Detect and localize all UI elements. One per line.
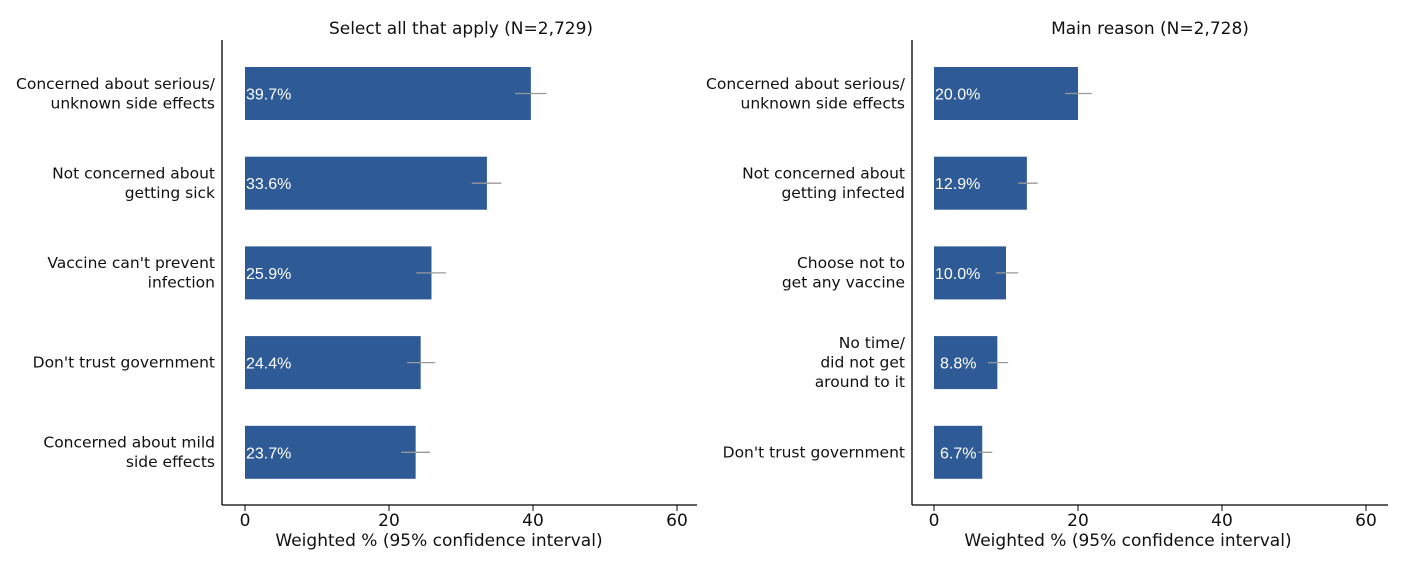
- category-label: Don't trust government: [723, 443, 905, 461]
- x-tick-label: 0: [929, 511, 940, 531]
- bar: [245, 336, 421, 390]
- data-label: 23.7%: [246, 445, 291, 462]
- category-label: Concerned about serious/: [706, 75, 906, 93]
- x-tick-label: 60: [1355, 511, 1377, 531]
- bar: [934, 336, 998, 390]
- category-label: Vaccine can't prevent: [47, 254, 215, 272]
- bar: [245, 425, 416, 479]
- x-tick-label: 40: [1211, 511, 1233, 531]
- chart-panel-1: Select all that apply (N=2,729) 0 20 40 60 We…: [16, 19, 697, 551]
- x-axis-label: Weighted % (95% confidence interval): [275, 531, 602, 551]
- category-label: infection: [148, 274, 215, 292]
- x-tick-label: 40: [522, 511, 544, 531]
- chart-panel-2: Main reason (N=2,728) 0 20 40 60 Weighted % (…: [706, 19, 1388, 551]
- chart-title: Select all that apply (N=2,729): [329, 19, 593, 39]
- x-tick-label: 60: [666, 511, 688, 531]
- category-label: getting infected: [781, 184, 905, 202]
- x-axis-label: Weighted % (95% confidence interval): [964, 531, 1291, 551]
- category-label: unknown side effects: [741, 94, 905, 112]
- bar: [934, 246, 1006, 300]
- category-label: Not concerned about: [742, 164, 905, 182]
- chart-title: Main reason (N=2,728): [1051, 19, 1249, 39]
- data-label: 8.8%: [940, 356, 976, 373]
- category-label: did not get: [820, 354, 905, 372]
- bar: [934, 156, 1027, 210]
- data-label: 33.6%: [246, 176, 291, 193]
- category-label: No time/: [839, 334, 906, 352]
- category-label: Not concerned about: [52, 164, 215, 182]
- category-label: get any vaccine: [782, 274, 905, 292]
- data-label: 6.7%: [940, 445, 976, 462]
- x-tick-label: 20: [1067, 511, 1089, 531]
- data-label: 25.9%: [246, 266, 291, 283]
- data-label: 39.7%: [246, 87, 291, 104]
- bar: [934, 425, 983, 479]
- data-label: 10.0%: [935, 266, 980, 283]
- category-label: unknown side effects: [51, 94, 215, 112]
- bar: [245, 246, 432, 300]
- category-label: Concerned about mild: [43, 434, 215, 452]
- data-label: 20.0%: [935, 87, 980, 104]
- category-label: side effects: [126, 453, 215, 471]
- x-tick-label: 20: [378, 511, 400, 531]
- category-label: getting sick: [125, 184, 215, 202]
- category-label: Don't trust government: [33, 354, 215, 372]
- bar: [245, 156, 487, 210]
- category-label: Concerned about serious/: [16, 75, 216, 93]
- data-label: 12.9%: [935, 176, 980, 193]
- category-label: Choose not to: [797, 254, 905, 272]
- category-label: around to it: [815, 373, 905, 391]
- data-label: 24.4%: [246, 356, 291, 373]
- bar: [934, 67, 1078, 120]
- bar: [245, 67, 531, 120]
- x-tick-label: 0: [240, 511, 251, 531]
